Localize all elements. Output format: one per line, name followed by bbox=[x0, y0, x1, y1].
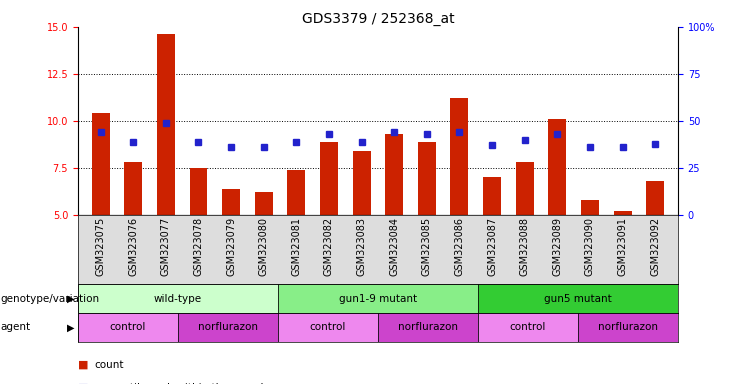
Title: GDS3379 / 252368_at: GDS3379 / 252368_at bbox=[302, 12, 454, 26]
Text: control: control bbox=[510, 322, 546, 333]
Text: control: control bbox=[110, 322, 146, 333]
Text: genotype/variation: genotype/variation bbox=[1, 293, 100, 304]
Bar bbox=[255, 192, 273, 215]
Text: agent: agent bbox=[1, 322, 31, 333]
Bar bbox=[78, 284, 278, 313]
Bar bbox=[516, 162, 534, 215]
Text: GSM323076: GSM323076 bbox=[128, 217, 139, 276]
Text: control: control bbox=[310, 322, 346, 333]
Text: ■: ■ bbox=[78, 360, 88, 370]
Text: ▶: ▶ bbox=[67, 293, 74, 304]
Bar bbox=[320, 142, 338, 215]
Text: wild-type: wild-type bbox=[154, 293, 202, 304]
Text: count: count bbox=[94, 360, 124, 370]
Text: GSM323080: GSM323080 bbox=[259, 217, 269, 276]
Text: GSM323084: GSM323084 bbox=[389, 217, 399, 276]
Bar bbox=[157, 35, 175, 215]
Text: GSM323082: GSM323082 bbox=[324, 217, 334, 276]
Text: GSM323086: GSM323086 bbox=[454, 217, 465, 276]
Text: GSM323087: GSM323087 bbox=[487, 217, 497, 276]
Text: norflurazon: norflurazon bbox=[398, 322, 458, 333]
Text: GSM323077: GSM323077 bbox=[161, 217, 171, 276]
Text: GSM323079: GSM323079 bbox=[226, 217, 236, 276]
Text: gun5 mutant: gun5 mutant bbox=[544, 293, 612, 304]
Bar bbox=[548, 119, 566, 215]
Bar bbox=[614, 211, 631, 215]
Bar bbox=[190, 168, 207, 215]
Text: gun1-9 mutant: gun1-9 mutant bbox=[339, 293, 417, 304]
Bar bbox=[178, 313, 278, 342]
Bar bbox=[646, 181, 664, 215]
Text: percentile rank within the sample: percentile rank within the sample bbox=[94, 383, 270, 384]
Text: GSM323081: GSM323081 bbox=[291, 217, 302, 276]
Bar bbox=[478, 284, 678, 313]
Bar bbox=[478, 313, 578, 342]
Bar bbox=[278, 313, 378, 342]
Bar bbox=[288, 170, 305, 215]
Bar bbox=[353, 151, 370, 215]
Bar bbox=[278, 284, 478, 313]
Text: norflurazon: norflurazon bbox=[598, 322, 658, 333]
Bar bbox=[418, 142, 436, 215]
Bar bbox=[451, 98, 468, 215]
Bar bbox=[385, 134, 403, 215]
Bar bbox=[581, 200, 599, 215]
Bar bbox=[78, 313, 178, 342]
Text: GSM323088: GSM323088 bbox=[519, 217, 530, 276]
Text: GSM323078: GSM323078 bbox=[193, 217, 204, 276]
Bar bbox=[222, 189, 240, 215]
Bar bbox=[124, 162, 142, 215]
Bar bbox=[378, 313, 478, 342]
Text: norflurazon: norflurazon bbox=[198, 322, 258, 333]
Text: GSM323091: GSM323091 bbox=[617, 217, 628, 276]
Text: ▶: ▶ bbox=[67, 322, 74, 333]
Text: GSM323085: GSM323085 bbox=[422, 217, 432, 276]
Text: ■: ■ bbox=[78, 383, 88, 384]
Bar bbox=[578, 313, 678, 342]
Text: GSM323089: GSM323089 bbox=[552, 217, 562, 276]
Bar bbox=[483, 177, 501, 215]
Text: GSM323092: GSM323092 bbox=[650, 217, 660, 276]
Text: GSM323075: GSM323075 bbox=[96, 217, 106, 276]
Text: GSM323083: GSM323083 bbox=[356, 217, 367, 276]
Text: GSM323090: GSM323090 bbox=[585, 217, 595, 276]
Bar bbox=[92, 113, 110, 215]
